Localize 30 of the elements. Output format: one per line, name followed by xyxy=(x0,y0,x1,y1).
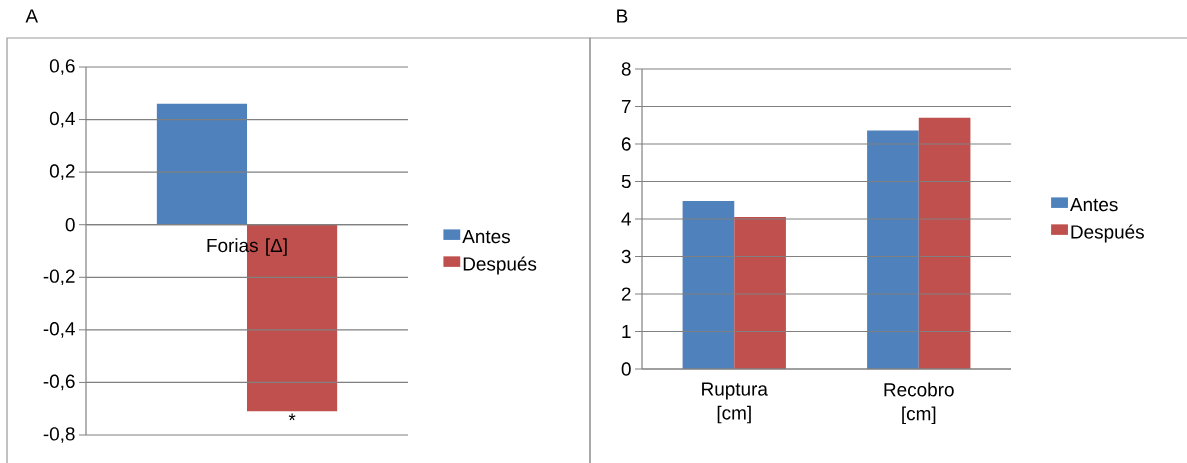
x-tick-label: Ruptura [cm] xyxy=(702,382,768,424)
y-tick-label: 6 xyxy=(621,137,631,151)
legend-label: Después xyxy=(1071,224,1144,243)
bar xyxy=(867,130,919,369)
bar xyxy=(918,117,971,369)
chart-title: B xyxy=(617,9,628,23)
text: A xyxy=(25,9,39,23)
y-tick-label: 0,4 xyxy=(49,111,75,128)
y-tick-label: 0 xyxy=(621,362,631,376)
legend-label: Después xyxy=(463,256,537,275)
y-tick-label: 2 xyxy=(621,287,631,301)
y-tick-label: 3 xyxy=(621,249,631,264)
annotation: * xyxy=(288,413,296,421)
y-tick-label: 5 xyxy=(621,174,631,189)
y-tick-label: 1 xyxy=(622,324,631,339)
y-tick-label: -0,8 xyxy=(43,427,75,443)
bar xyxy=(682,201,735,369)
x-tick-label: Recobro [cm] xyxy=(884,382,954,425)
y-tick-label: -0,6 xyxy=(43,374,75,391)
y-tick-label: 7 xyxy=(621,99,631,114)
y-tick-label: 0 xyxy=(65,218,75,232)
y-tick-label: -0,2 xyxy=(43,269,75,286)
legend-label: Antes xyxy=(1069,198,1118,212)
legend-label: Antes xyxy=(462,230,510,244)
y-tick-label: 0,2 xyxy=(49,164,75,180)
y-tick-label: 4 xyxy=(621,212,631,226)
bar xyxy=(734,217,786,369)
y-tick-label: 8 xyxy=(621,62,631,76)
y-tick-label: 0,6 xyxy=(49,59,75,75)
y-tick-label: -0,4 xyxy=(43,322,75,338)
